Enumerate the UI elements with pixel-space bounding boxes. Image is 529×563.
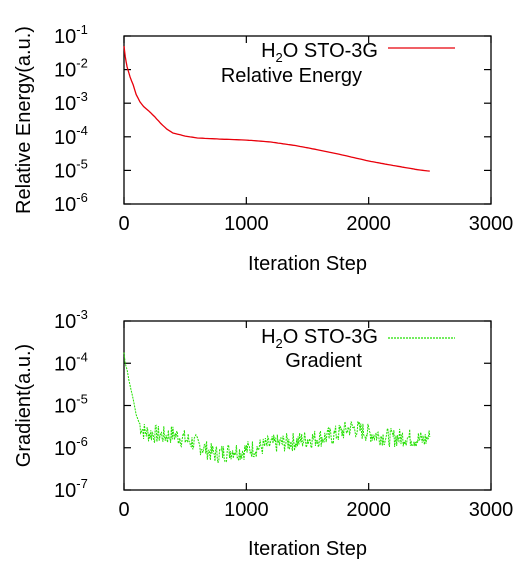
legend-entry-molecule: H2O STO-3G (261, 326, 378, 351)
chart-panel-2: 0 1000 2000 3000 10-7 10-6 10-5 10-4 10-3 Gradien… (13, 307, 513, 560)
y-tick-label: 10-1 (54, 22, 88, 48)
y-tick-label: 10-3 (54, 307, 88, 333)
plot-frame (123, 35, 492, 205)
y-tick-label: 10-6 (54, 434, 88, 460)
x-tick-label: 1000 (224, 499, 269, 521)
x-tick-label: 0 (118, 213, 129, 235)
x-tick-label: 3000 (469, 499, 514, 521)
x-tick-label: 3000 (469, 213, 514, 235)
y-tick-label: 10-3 (54, 89, 88, 115)
x-tick-label: 2000 (346, 499, 391, 521)
x-tick-label: 1000 (224, 213, 269, 235)
y-tick-label: 10-7 (54, 476, 88, 502)
y-tick-label: 10-6 (54, 190, 88, 216)
y-tick-label: 10-4 (54, 123, 88, 149)
y-axis-label: Gradient(a.u.) (13, 344, 35, 467)
series-line-1 (123, 46, 430, 172)
chart-panel-1: 0 1000 2000 3000 10-6 10-5 10-4 10-3 10-2 10-1 Rel… (13, 22, 513, 275)
legend-entry-quantity: Relative Energy (221, 65, 362, 87)
legend-entry-molecule: H2O STO-3G (261, 40, 378, 65)
y-tick-label: 10-5 (54, 392, 88, 418)
x-axis-label: Iteration Step (248, 253, 367, 275)
x-tick-label: 2000 (346, 213, 391, 235)
y-tick-label: 10-5 (54, 156, 88, 182)
y-tick-label: 10-2 (54, 56, 88, 82)
y-tick-label: 10-4 (54, 349, 88, 375)
x-axis-label: Iteration Step (248, 538, 367, 560)
y-axis-label: Relative Energy(a.u.) (13, 26, 35, 214)
legend-entry-quantity: Gradient (285, 350, 362, 372)
series-line-1 (123, 352, 431, 464)
x-tick-label: 0 (118, 499, 129, 521)
